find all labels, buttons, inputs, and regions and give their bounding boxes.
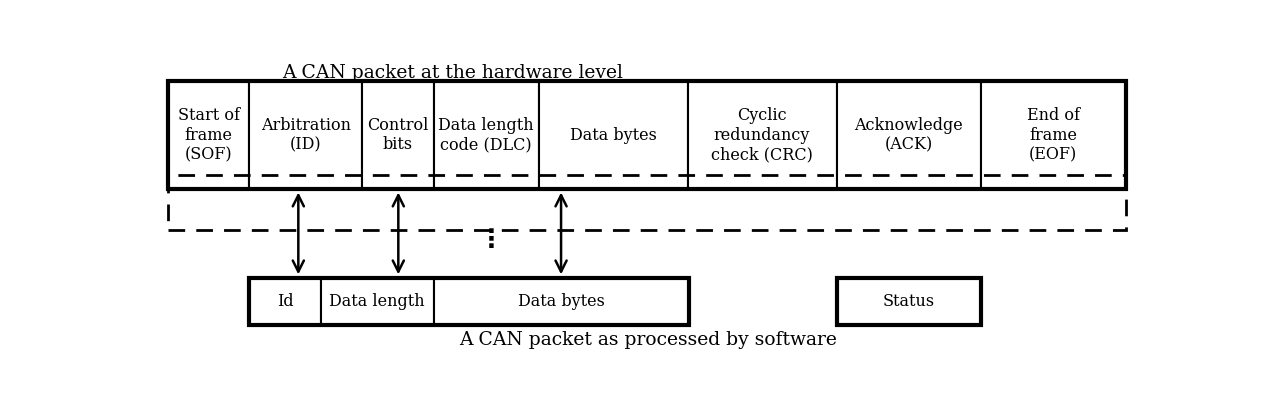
Bar — [836, 278, 980, 325]
Bar — [980, 81, 1126, 189]
Text: Acknowledge
(ACK): Acknowledge (ACK) — [854, 117, 963, 153]
Text: Data bytes: Data bytes — [569, 126, 657, 144]
Text: Control
bits: Control bits — [367, 117, 429, 153]
Bar — [539, 81, 688, 189]
Bar — [362, 81, 434, 189]
Bar — [321, 278, 434, 325]
Text: Start of
frame
(SOF): Start of frame (SOF) — [177, 107, 239, 163]
Text: End of
frame
(EOF): End of frame (EOF) — [1027, 107, 1080, 163]
Text: ⋮: ⋮ — [479, 228, 503, 252]
Text: A CAN packet at the hardware level: A CAN packet at the hardware level — [282, 64, 622, 82]
Bar — [434, 278, 688, 325]
Bar — [168, 81, 249, 189]
Text: Data length: Data length — [329, 293, 425, 310]
Bar — [836, 81, 980, 189]
Bar — [836, 278, 980, 325]
Bar — [168, 175, 1126, 230]
Bar — [688, 81, 836, 189]
Bar — [168, 81, 1126, 189]
Bar — [249, 278, 688, 325]
Bar — [249, 278, 321, 325]
Text: Cyclic
redundancy
check (CRC): Cyclic redundancy check (CRC) — [711, 107, 813, 163]
Text: Id: Id — [277, 293, 293, 310]
Bar — [249, 81, 362, 189]
Text: Data length
code (DLC): Data length code (DLC) — [438, 117, 534, 153]
Text: Status: Status — [883, 293, 935, 310]
Text: Arbitration
(ID): Arbitration (ID) — [261, 117, 350, 153]
Bar — [434, 81, 539, 189]
Text: A CAN packet as processed by software: A CAN packet as processed by software — [459, 331, 837, 349]
Text: Data bytes: Data bytes — [517, 293, 605, 310]
